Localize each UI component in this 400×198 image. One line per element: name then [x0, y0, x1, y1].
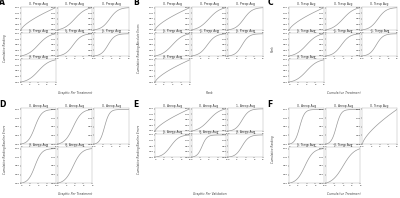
Text: Graphic Per Validation: Graphic Per Validation — [193, 192, 226, 196]
Text: Cumulative Treatment: Cumulative Treatment — [327, 91, 360, 95]
Text: Cumulative Ranking: Cumulative Ranking — [2, 34, 6, 62]
Text: E: E — [134, 100, 139, 109]
Text: Rank: Rank — [206, 91, 214, 95]
Text: Cumulative Ranking Absolute Errors: Cumulative Ranking Absolute Errors — [137, 23, 141, 73]
Text: B: B — [134, 0, 139, 8]
Text: F: F — [268, 100, 273, 109]
Text: Cumulative Ranking: Cumulative Ranking — [271, 135, 275, 163]
Text: Graphic Per Treatment: Graphic Per Treatment — [58, 91, 92, 95]
Text: Graphic Per Treatment: Graphic Per Treatment — [58, 192, 92, 196]
Text: A: A — [0, 0, 5, 8]
Text: Cumulative Treatment: Cumulative Treatment — [327, 192, 360, 196]
Text: Cumulative Ranking Baseline Errors: Cumulative Ranking Baseline Errors — [2, 125, 6, 174]
Text: D: D — [0, 100, 6, 109]
Text: Cumulative Ranking Baseline Errors: Cumulative Ranking Baseline Errors — [137, 125, 141, 174]
Text: Rank: Rank — [271, 45, 275, 51]
Text: C: C — [268, 0, 273, 8]
